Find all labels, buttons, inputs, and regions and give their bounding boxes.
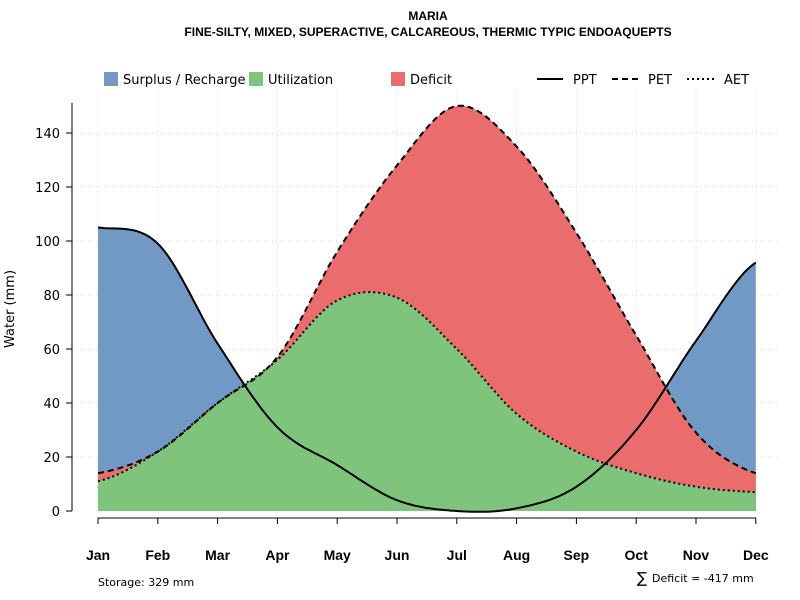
area-utilization (98, 292, 756, 511)
legend-label-pet: PET (648, 73, 672, 88)
x-tick-label-jan: Jan (86, 547, 110, 563)
y-tick-label-80: 80 (43, 289, 60, 304)
legend: Surplus / Recharge Utilization Deficit P… (104, 72, 749, 88)
series-line-pet (97, 104, 757, 475)
x-tick-label-aug: Aug (503, 547, 530, 563)
deficit-annotation: Deficit = -417 mm (652, 572, 754, 585)
x-tick-label-nov: Nov (683, 547, 710, 563)
y-ticks: 0 20 40 60 80 100 120 140 (35, 127, 72, 520)
y-tick-label-120: 120 (35, 181, 60, 196)
x-tick-label-sep: Sep (564, 547, 590, 563)
y-tick-label-60: 60 (43, 343, 60, 358)
y-tick-label-0: 0 (52, 505, 60, 520)
storage-annotation: Storage: 329 mm (98, 576, 194, 589)
legend-label-aet: AET (724, 73, 749, 88)
x-tick-label-jul: Jul (447, 547, 467, 563)
legend-swatch-surplus (104, 72, 118, 86)
y-axis-title: Water (mm) (3, 270, 18, 348)
chart-subtitle: FINE-SILTY, MIXED, SUPERACTIVE, CALCAREO… (184, 25, 671, 39)
legend-swatch-utilization (249, 72, 263, 86)
series-lines (97, 104, 757, 513)
y-tick-label-40: 40 (43, 397, 60, 412)
x-tick-label-apr: Apr (265, 547, 290, 563)
series-line-ppt (97, 226, 757, 513)
x-ticks: Jan Feb Mar Apr May Jun Jul Aug Sep Oct Nov Dec (86, 518, 769, 563)
y-tick-label-20: 20 (43, 451, 60, 466)
legend-label-utilization: Utilization (268, 73, 333, 88)
sum-icon: ∑ (637, 569, 647, 587)
x-tick-label-mar: Mar (205, 547, 230, 563)
x-tick-label-may: May (324, 547, 351, 563)
series-line-aet (97, 291, 756, 494)
x-tick-label-dec: Dec (743, 547, 769, 563)
x-tick-label-jun: Jun (385, 547, 410, 563)
legend-label-surplus: Surplus / Recharge (123, 73, 246, 88)
y-tick-label-140: 140 (35, 127, 60, 142)
y-tick-label-100: 100 (35, 235, 60, 250)
x-tick-label-feb: Feb (145, 547, 170, 563)
legend-swatch-deficit (391, 72, 405, 86)
chart-title: MARIA (408, 9, 448, 23)
legend-label-ppt: PPT (573, 73, 597, 88)
x-tick-label-oct: Oct (625, 547, 649, 563)
legend-label-deficit: Deficit (410, 73, 452, 88)
axes (71, 103, 756, 519)
